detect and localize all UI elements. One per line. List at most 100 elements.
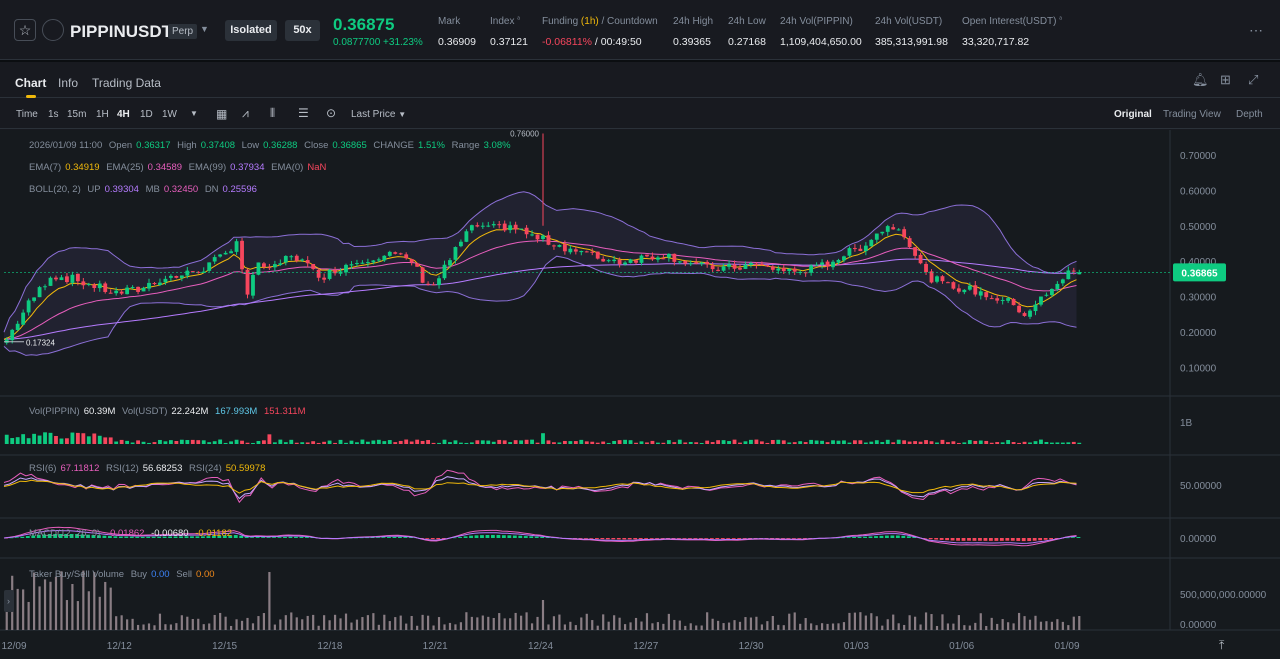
timeframe-1s[interactable]: 1s: [48, 109, 59, 120]
candle: [913, 247, 918, 256]
macd-histogram-bar: [737, 538, 742, 539]
volume-bar: [869, 441, 874, 444]
candle: [136, 286, 140, 292]
macd-histogram-bar: [660, 538, 665, 539]
candle: [502, 223, 507, 231]
info-icon[interactable]: ᵃ: [517, 16, 520, 23]
taker-volume-bar: [219, 612, 222, 630]
indicator-icon[interactable]: ⩘: [242, 106, 249, 120]
macd-histogram-bar: [841, 537, 846, 539]
margin-mode-button[interactable]: Isolated: [225, 20, 277, 41]
volume-bar: [874, 440, 879, 444]
volume-bar: [437, 442, 441, 444]
candle: [891, 227, 896, 230]
volume-bar: [37, 435, 42, 444]
taker-volume-bar: [623, 624, 627, 630]
view-trading-view[interactable]: Trading View: [1163, 109, 1221, 120]
timeframe-dropdown-icon[interactable]: ▼: [190, 109, 198, 118]
more-icon[interactable]: ⋯: [1249, 22, 1264, 38]
macd-histogram-bar: [534, 536, 539, 538]
timeframe-15m[interactable]: 15m: [67, 109, 87, 120]
candle: [289, 256, 294, 258]
symbol-dropdown-icon[interactable]: ▼: [200, 24, 209, 34]
macd-histogram-bar: [720, 538, 725, 539]
candle-type-icon[interactable]: ⫴: [270, 106, 276, 120]
stat-24h-vol-quote: 24h Vol(USDT) 385,313,991.98: [875, 16, 948, 48]
tab-trading-data[interactable]: Trading Data: [92, 76, 161, 90]
timeframe-1d[interactable]: 1D: [140, 109, 153, 120]
candle: [262, 263, 266, 268]
macd-histogram-bar: [999, 538, 1004, 541]
volume-bar: [989, 442, 994, 444]
taker-volume-bar: [104, 581, 107, 630]
taker-volume-bar: [749, 617, 753, 630]
taker-volume-bar: [520, 615, 523, 630]
timeframe-1w[interactable]: 1W: [162, 109, 177, 120]
timeframe-4h[interactable]: 4H: [117, 109, 130, 120]
volume-bar: [634, 442, 638, 444]
volume-bar: [415, 439, 420, 444]
candle: [316, 269, 321, 278]
taker-volume-bar: [996, 623, 999, 630]
macd-histogram-bar: [715, 538, 720, 540]
candle: [59, 277, 64, 281]
fullscreen-icon[interactable]: ⤢: [1248, 72, 1259, 87]
candle: [705, 261, 710, 265]
ema7-value: 0.34919: [65, 162, 100, 173]
candle: [141, 287, 146, 292]
macd-histogram-bar: [501, 535, 506, 538]
layout-grid-icon[interactable]: ⊞: [1220, 72, 1231, 87]
taker-volume-bar: [109, 587, 112, 630]
taker-volume-bar: [569, 621, 572, 630]
macd-histogram-bar: [239, 535, 244, 538]
taker-volume-bar: [459, 622, 463, 630]
macd-histogram-bar: [885, 535, 889, 538]
candle: [885, 226, 890, 232]
taker-volume-bar: [405, 623, 408, 630]
volume-bar: [376, 439, 381, 444]
macd-histogram-bar: [217, 535, 222, 538]
candle: [4, 339, 9, 343]
candle: [163, 278, 168, 283]
candle: [869, 239, 874, 247]
bell-icon[interactable]: 🔔︎: [1192, 72, 1209, 87]
candle: [300, 259, 305, 261]
chart-area[interactable]: 0.70000 0.60000 0.50000 0.40000 0.30000 0.200…: [0, 130, 1280, 659]
drawing-tool-icon[interactable]: ⊙: [326, 106, 337, 120]
settings-lines-icon[interactable]: ☰: [298, 106, 309, 120]
reset-scale-icon: ⤒: [1219, 638, 1225, 652]
volume-bar: [967, 440, 972, 444]
favorite-star-icon[interactable]: ☆: [14, 19, 36, 41]
timeframe-1h[interactable]: 1H: [96, 109, 109, 120]
macd-histogram-bar: [529, 536, 534, 538]
price-type-select[interactable]: Last Price ▼: [351, 109, 406, 120]
calendar-icon[interactable]: ▦: [216, 107, 228, 121]
taker-volume-bar: [153, 625, 156, 630]
taker-volume-bar: [656, 622, 660, 630]
taker-volume-bar: [563, 624, 566, 630]
macd-histogram-bar: [726, 538, 731, 539]
candle: [896, 229, 901, 231]
macd-histogram-bar: [956, 538, 960, 541]
candle: [743, 264, 748, 269]
view-depth[interactable]: Depth: [1236, 109, 1263, 120]
volume-bar: [333, 442, 337, 444]
candle: [486, 225, 491, 227]
volume-bar: [590, 441, 595, 444]
tab-info[interactable]: Info: [58, 76, 79, 90]
candle: [541, 235, 545, 239]
rsi12-label: RSI(12): [106, 463, 139, 474]
taker-volume-bar: [552, 616, 556, 630]
taker-volume-bar: [60, 571, 63, 630]
volume-bar: [469, 442, 474, 444]
volume-bar: [710, 442, 715, 444]
taker-buy-value: 0.00: [151, 569, 170, 580]
rsi24-line: [3, 479, 1077, 494]
tab-chart[interactable]: Chart: [15, 76, 47, 90]
view-original[interactable]: Original: [1114, 109, 1152, 120]
symbol-name[interactable]: PIPPINUSDT: [70, 22, 173, 41]
leverage-button[interactable]: 50x: [285, 20, 320, 41]
info-icon[interactable]: ᵃ: [1059, 16, 1062, 23]
macd-histogram-bar: [425, 538, 430, 539]
volume-bar: [617, 440, 622, 444]
